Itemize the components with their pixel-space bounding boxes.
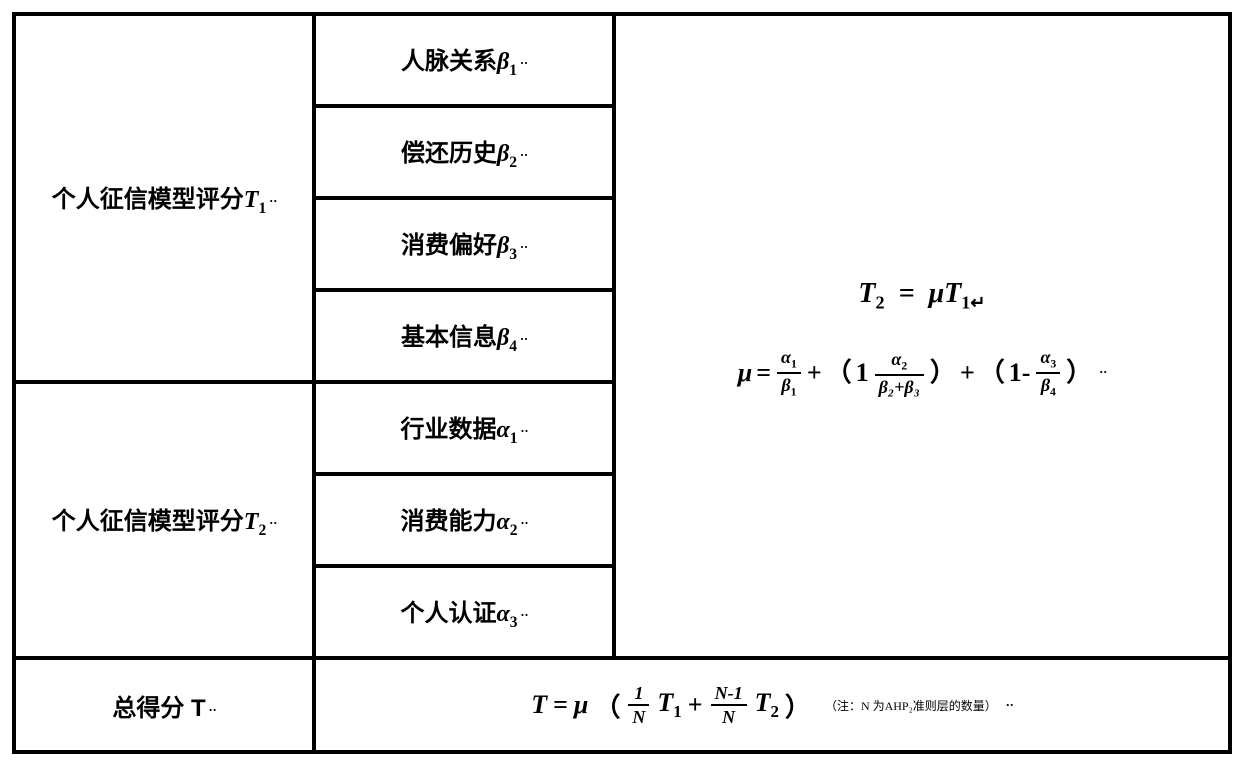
section2-item-3: 个人认证α3·· bbox=[314, 566, 614, 658]
credit-model-table: 个人征信模型评分T1·· 人脉关系β1·· T2 = μT1↵ μ = α1 bbox=[12, 12, 1232, 754]
section1-item-1: 人脉关系β1·· bbox=[314, 14, 614, 106]
section1-item-2: 偿还历史β2·· bbox=[314, 106, 614, 198]
frac-1-n: 1 N bbox=[628, 684, 649, 726]
section2-item-2: 消费能力α2·· bbox=[314, 474, 614, 566]
section1-item-4: 基本信息β4·· bbox=[314, 290, 614, 382]
section2-item-1: 行业数据α1·· bbox=[314, 382, 614, 474]
total-formula-cell: T=μ （ 1 N T1 + N-1 N T2 ） （注：N 为AHP₂准则层的… bbox=[314, 658, 1230, 752]
total-label-cell: 总得分 T·· bbox=[14, 658, 314, 752]
total-label: 总得分 T bbox=[112, 695, 205, 722]
frac-a2-b23: α2 β₂+β₃ bbox=[875, 350, 924, 396]
section1-label: 个人征信模型评分T1·· bbox=[14, 14, 314, 382]
total-formula-note: （注：N 为AHP₂准则层的数量） bbox=[825, 697, 997, 714]
formula-line1: T2 = μT1↵ bbox=[624, 274, 1220, 316]
frac-a3-b4: α3 β4 bbox=[1036, 348, 1060, 399]
formula-line2: μ = α1 β1 + （1 α2 β₂+β₃ ） + bbox=[624, 348, 1220, 399]
section1-item-3: 消费偏好β3·· bbox=[314, 198, 614, 290]
formula-cell: T2 = μT1↵ μ = α1 β1 + （1 α2 bbox=[614, 14, 1230, 658]
section1-prefix: 个人征信模型评分 bbox=[52, 186, 244, 213]
section2-prefix: 个人征信模型评分 bbox=[52, 508, 244, 535]
section2-label: 个人征信模型评分T2·· bbox=[14, 382, 314, 658]
frac-nm1-n: N-1 N bbox=[711, 684, 747, 726]
frac-a1-b1: α1 β1 bbox=[777, 348, 801, 399]
